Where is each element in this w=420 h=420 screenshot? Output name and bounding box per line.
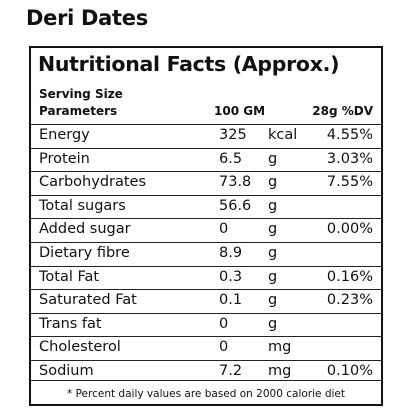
nutrient-value: 0.3 [219,268,243,285]
nutrient-name: Carbohydrates [39,174,147,191]
nutrient-name: Sodium [39,362,94,379]
table-row: Cholesterol 0 mg [31,336,381,360]
footnote: * Percent daily values are based on 2000… [31,380,381,400]
nutrient-name: Added sugar [39,221,131,238]
table-row: Carbohydrates 73.8 g 7.55% [31,171,381,195]
nutrient-name: Total Fat [39,268,100,285]
header-per-100: 100 GM [214,104,266,118]
header-dv: 28g %DV [312,104,373,118]
nutrient-name: Protein [39,150,90,167]
nutrient-name: Trans fat [39,315,102,332]
nutrient-dv: 4.55% [326,127,373,143]
nutrient-dv: 0.10% [326,362,373,379]
nutrient-dv: 0.16% [326,268,373,285]
table-row: Energy 325 kcal 4.55% [31,124,381,148]
nutrient-unit: g [268,197,278,214]
nutrient-value: 0 [219,339,229,356]
nutrient-unit: kcal [268,127,298,143]
nutrient-unit: g [268,244,278,261]
nutrient-value: 0 [219,221,229,238]
table-row: Dietary fibre 8.9 g [31,241,381,266]
nutrient-value: 0 [219,315,229,332]
nutrient-value: 7.2 [219,362,243,379]
nutrient-table: Energy 325 kcal 4.55% Protein 6.5 g 3.03… [31,124,381,384]
table-row: Total Fat 0.3 g 0.16% [31,265,381,290]
product-title: Deri Dates [26,6,148,30]
table-row: Trans fat 0 g [31,312,381,337]
table-row: Saturated Fat 0.1 g 0.23% [31,289,381,313]
nutrient-value: 73.8 [219,174,252,191]
header-parameters: Parameters [39,104,118,118]
table-row: Total sugars 56.6 g [31,194,381,219]
nutrient-name: Cholesterol [39,339,121,356]
panel-title: Nutritional Facts (Approx.) [38,52,340,76]
nutrient-unit: g [268,150,278,167]
nutrient-dv: 0.00% [326,221,373,238]
table-row: Protein 6.5 g 3.03% [31,147,381,172]
nutrient-dv: 3.03% [326,150,373,167]
nutrient-unit: g [268,174,278,191]
nutrient-unit: g [268,292,278,309]
nutrient-value: 56.6 [219,197,252,214]
nutrient-name: Total sugars [39,197,126,214]
nutrition-facts-panel: Nutritional Facts (Approx.) Serving Size… [29,46,383,406]
nutrient-value: 0.1 [219,292,243,309]
nutrient-unit: mg [268,362,292,379]
nutrient-name: Energy [39,127,90,143]
nutrient-unit: g [268,221,278,238]
table-row: Added sugar 0 g 0.00% [31,218,381,242]
nutrient-dv: 7.55% [326,174,373,191]
nutrient-unit: mg [268,339,292,356]
nutrient-dv: 0.23% [326,292,373,309]
nutrient-value: 325 [219,127,247,143]
nutrient-value: 8.9 [219,244,243,261]
table-row: Sodium 7.2 mg 0.10% [31,359,381,384]
nutrient-unit: g [268,315,278,332]
serving-size-label: Serving Size [39,87,123,101]
nutrient-value: 6.5 [219,150,243,167]
nutrient-name: Saturated Fat [39,292,137,309]
nutrient-name: Dietary fibre [39,244,130,261]
nutrient-unit: g [268,268,278,285]
table-header: Parameters 100 GM 28g %DV [31,104,381,122]
